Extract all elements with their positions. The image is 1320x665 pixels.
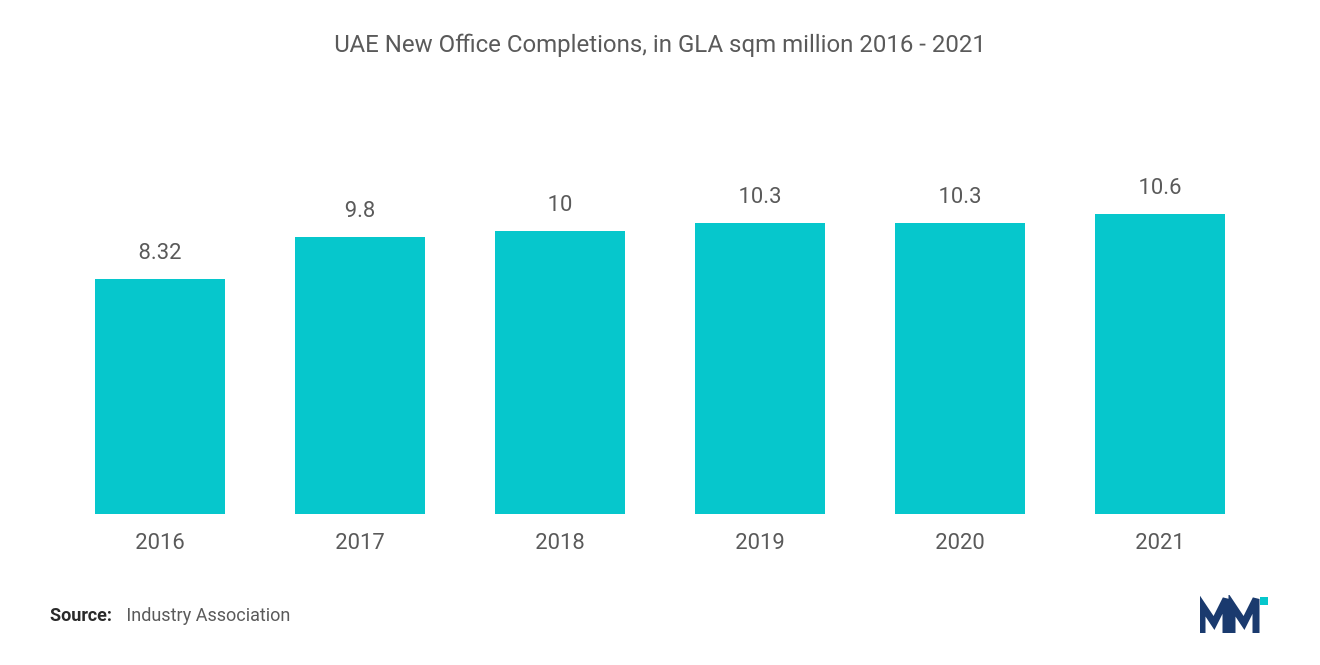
bar-3: [695, 223, 825, 515]
x-axis-labels: 2016 2017 2018 2019 2020 2021: [50, 514, 1270, 555]
bar-group-1: 9.8: [260, 118, 460, 514]
chart-title: UAE New Office Completions, in GLA sqm m…: [50, 30, 1270, 58]
source-text: Industry Association: [126, 605, 290, 626]
bar-group-0: 8.32: [60, 118, 260, 514]
x-label: 2019: [660, 530, 860, 555]
x-label: 2020: [860, 530, 1060, 555]
x-label: 2018: [460, 530, 660, 555]
bar-1: [295, 237, 425, 514]
bar-value-label: 9.8: [345, 198, 376, 223]
chart-footer: Source: Industry Association: [50, 595, 1270, 645]
bar-group-4: 10.3: [860, 118, 1060, 514]
brand-logo-icon: [1200, 595, 1270, 635]
bar-value-label: 10.3: [939, 184, 982, 209]
bar-group-3: 10.3: [660, 118, 860, 514]
bar-0: [95, 279, 225, 514]
chart-container: UAE New Office Completions, in GLA sqm m…: [0, 0, 1320, 665]
bar-value-label: 10: [548, 192, 573, 217]
x-label: 2016: [60, 530, 260, 555]
bar-4: [895, 223, 1025, 515]
bar-group-2: 10: [460, 118, 660, 514]
bar-group-5: 10.6: [1060, 118, 1260, 514]
bar-5: [1095, 214, 1225, 514]
x-label: 2017: [260, 530, 460, 555]
plot-area: 8.32 9.8 10 10.3 10.3 10.6: [50, 118, 1270, 514]
bar-value-label: 10.6: [1139, 175, 1182, 200]
bar-value-label: 10.3: [739, 184, 782, 209]
bar-value-label: 8.32: [139, 240, 182, 265]
x-label: 2021: [1060, 530, 1260, 555]
source-label: Source:: [50, 605, 112, 626]
source-line: Source: Industry Association: [50, 605, 290, 626]
bar-2: [495, 231, 625, 514]
